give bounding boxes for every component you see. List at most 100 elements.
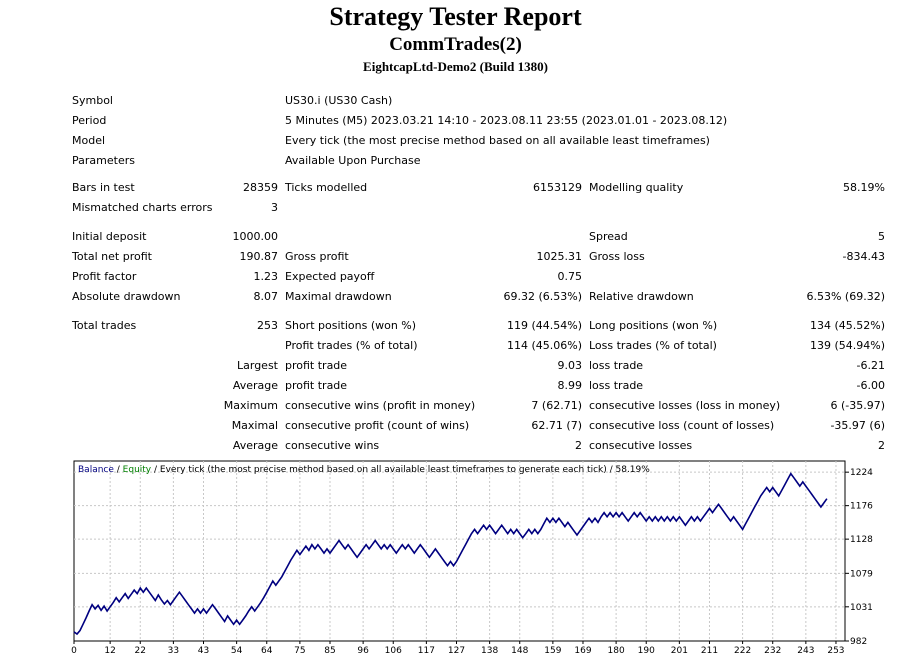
x-tick-label: 190 bbox=[638, 646, 655, 656]
stat-cell: Long positions (won %) bbox=[589, 319, 718, 332]
x-tick-label: 64 bbox=[261, 646, 273, 656]
chart-frame bbox=[73, 460, 846, 642]
legend-sep: / bbox=[114, 465, 123, 475]
stat-cell: 1025.31 bbox=[536, 250, 583, 263]
x-tick-label: 180 bbox=[608, 646, 625, 656]
stat-cell: 8.07 bbox=[253, 290, 279, 303]
x-tick-label: 243 bbox=[797, 646, 814, 656]
x-tick-label: 106 bbox=[385, 646, 402, 656]
stat-cell: Relative drawdown bbox=[589, 290, 694, 303]
stat-cell: 7 (62.71) bbox=[531, 399, 582, 412]
stat-cell: Total net profit bbox=[72, 250, 152, 263]
x-axis: 0 12 22 33 43 54 64 75 85 96 106 117 127 138 148 159 169… bbox=[71, 641, 845, 656]
x-tick-label: 54 bbox=[231, 646, 243, 656]
stat-cell: consecutive losses (loss in money) bbox=[589, 399, 781, 412]
stat-cell: Absolute drawdown bbox=[72, 290, 181, 303]
x-tick-label: 117 bbox=[418, 646, 435, 656]
stat-cell: -834.43 bbox=[842, 250, 885, 263]
stat-cell: Period bbox=[72, 114, 107, 127]
x-tick-label: 127 bbox=[448, 646, 465, 656]
legend-equity: Equity bbox=[123, 465, 152, 475]
broker-build: EightcapLtd-Demo2 (Build 1380) bbox=[363, 59, 548, 74]
x-tick-label: 148 bbox=[511, 646, 528, 656]
stat-cell: Largest bbox=[237, 359, 278, 372]
stat-cell: 139 (54.94%) bbox=[809, 339, 885, 352]
stat-cell: 58.19% bbox=[843, 181, 885, 194]
x-tick-label: 85 bbox=[324, 646, 335, 656]
x-tick-label: 169 bbox=[574, 646, 591, 656]
stat-cell: consecutive wins (profit in money) bbox=[285, 399, 476, 412]
stat-cell: 8.99 bbox=[557, 379, 583, 392]
y-axis: 982 1031 1079 1128 1176 1224 bbox=[845, 468, 873, 647]
stat-cell: Maximal bbox=[231, 419, 278, 432]
x-tick-label: 12 bbox=[104, 646, 115, 656]
stat-cell: 3 bbox=[271, 201, 278, 214]
x-tick-label: 232 bbox=[764, 646, 781, 656]
stat-cell: Every tick (the most precise method base… bbox=[285, 134, 710, 147]
x-tick-label: 33 bbox=[168, 646, 179, 656]
report-title: Strategy Tester Report bbox=[329, 2, 582, 31]
stat-cell: -6.21 bbox=[856, 359, 885, 372]
stat-cell: consecutive losses bbox=[589, 439, 693, 452]
chart-legend: Balance / Equity / Every tick (the most … bbox=[78, 465, 650, 475]
balance-line bbox=[73, 472, 828, 636]
stat-cell: Ticks modelled bbox=[285, 181, 368, 194]
stat-cell: 9.03 bbox=[557, 359, 583, 372]
stat-cell: Spread bbox=[589, 230, 628, 243]
stat-cell: profit trade bbox=[285, 359, 348, 372]
stat-cell: Profit trades (% of total) bbox=[285, 339, 418, 352]
stat-cell: Average bbox=[232, 439, 278, 452]
stat-cell: 6 (-35.97) bbox=[830, 399, 885, 412]
x-tick-label: 75 bbox=[294, 646, 305, 656]
stat-cell: Average bbox=[232, 379, 278, 392]
x-tick-label: 0 bbox=[71, 646, 77, 656]
x-tick-label: 222 bbox=[734, 646, 751, 656]
x-tick-label: 138 bbox=[481, 646, 498, 656]
stat-cell: Maximal drawdown bbox=[285, 290, 392, 303]
x-tick-label: 253 bbox=[827, 646, 844, 656]
stat-cell: 2 bbox=[575, 439, 582, 452]
stat-cell: 28359 bbox=[243, 181, 278, 194]
stat-cell: 5 Minutes (M5) 2023.03.21 14:10 - 2023.0… bbox=[285, 114, 728, 127]
stat-cell: 1.23 bbox=[253, 270, 279, 283]
y-tick-label: 1176 bbox=[850, 502, 873, 512]
stat-cell: consecutive loss (count of losses) bbox=[589, 419, 775, 432]
stat-cell: -6.00 bbox=[856, 379, 885, 392]
stat-cell: 1000.00 bbox=[232, 230, 279, 243]
x-tick-label: 211 bbox=[701, 646, 718, 656]
stat-cell: 2 bbox=[878, 439, 885, 452]
stat-cell: 6153129 bbox=[533, 181, 582, 194]
stat-cell: 253 bbox=[257, 319, 278, 332]
stat-cell: 119 (44.54%) bbox=[506, 319, 582, 332]
stat-cell: Short positions (won %) bbox=[285, 319, 417, 332]
stat-cell: Total trades bbox=[72, 319, 137, 332]
stat-cell: -35.97 (6) bbox=[830, 419, 885, 432]
stat-cell: Mismatched charts errors bbox=[72, 201, 213, 214]
stat-cell: 134 (45.52%) bbox=[809, 319, 885, 332]
stat-cell: 62.71 (7) bbox=[531, 419, 582, 432]
stat-cell: US30.i (US30 Cash) bbox=[285, 94, 393, 107]
stat-cell: 69.32 (6.53%) bbox=[503, 290, 582, 303]
stat-cell: Modelling quality bbox=[589, 181, 684, 194]
stat-cell: consecutive wins bbox=[285, 439, 380, 452]
stat-cell: consecutive profit (count of wins) bbox=[285, 419, 470, 432]
stat-cell: 0.75 bbox=[557, 270, 583, 283]
x-tick-label: 43 bbox=[198, 646, 209, 656]
stat-cell: loss trade bbox=[589, 379, 644, 392]
y-tick-label: 1031 bbox=[850, 603, 873, 613]
stat-cell: 6.53% (69.32) bbox=[806, 290, 885, 303]
stat-cell: 190.87 bbox=[239, 250, 279, 263]
chart-grid bbox=[74, 461, 845, 641]
legend-description: / Every tick (the most precise method ba… bbox=[151, 465, 650, 475]
x-tick-label: 22 bbox=[135, 646, 146, 656]
expert-name: CommTrades(2) bbox=[389, 34, 522, 55]
y-tick-label: 982 bbox=[850, 637, 867, 647]
stat-cell: Parameters bbox=[72, 154, 135, 167]
stat-cell: loss trade bbox=[589, 359, 644, 372]
x-tick-label: 201 bbox=[671, 646, 688, 656]
y-tick-label: 1079 bbox=[850, 569, 873, 579]
y-tick-label: 1224 bbox=[850, 468, 873, 478]
stat-cell: Loss trades (% of total) bbox=[589, 339, 717, 352]
x-tick-label: 159 bbox=[544, 646, 561, 656]
